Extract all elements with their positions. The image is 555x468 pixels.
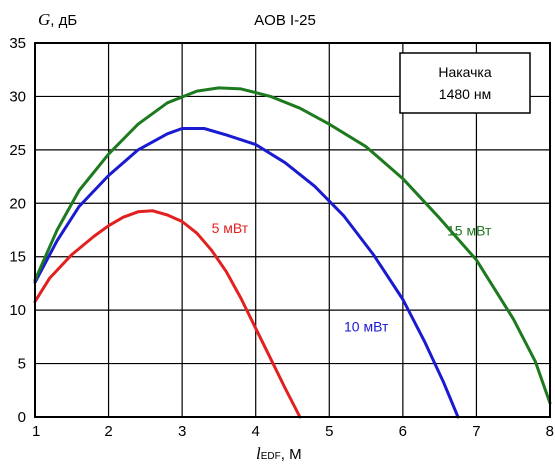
y-tick-label: 0: [18, 409, 26, 426]
plot-frame: [34, 42, 551, 418]
y-axis-label: G, дБ: [38, 10, 77, 29]
series-label-3: 15 мВт: [447, 222, 492, 238]
series-line-3: [33, 86, 552, 405]
y-tick-label: 5: [18, 356, 26, 373]
x-tick-label: 4: [252, 423, 260, 440]
x-tick-label: 1: [32, 423, 40, 440]
series-layer: [33, 86, 552, 419]
x-tick-label: 5: [325, 423, 333, 440]
y-tick-label: 15: [9, 249, 26, 266]
y-tick-label: 35: [9, 35, 26, 52]
legend-box: Накачка 1480 нм: [399, 52, 531, 114]
x-tick-label: 8: [546, 423, 554, 440]
series-label-1: 5 мВт: [212, 220, 249, 236]
y-tick-label: 30: [9, 88, 26, 105]
x-tick-label: 2: [104, 423, 112, 440]
y-tick-label: 20: [9, 195, 26, 212]
x-tick-label: 6: [399, 423, 407, 440]
x-axis-label: lEDF, М: [256, 444, 302, 463]
series-line-1: [33, 209, 302, 419]
series-line-2: [33, 127, 460, 419]
y-tick-label: 25: [9, 142, 26, 159]
series-label-2: 10 мВт: [344, 319, 389, 335]
ticks: 1 2 3 4 5 6 7 8 0 5 10 15 20 25 30 35: [9, 35, 554, 440]
y-tick-label: 10: [9, 302, 26, 319]
x-tick-label: 7: [472, 423, 480, 440]
chart-title: AOB I-25: [254, 12, 316, 29]
legend-box-line1: Накачка: [438, 64, 492, 80]
legend-box-line2: 1480 нм: [439, 86, 491, 102]
series-annotations: 5 мВт 10 мВт 15 мВт: [212, 220, 492, 334]
x-tick-label: 3: [178, 423, 186, 440]
